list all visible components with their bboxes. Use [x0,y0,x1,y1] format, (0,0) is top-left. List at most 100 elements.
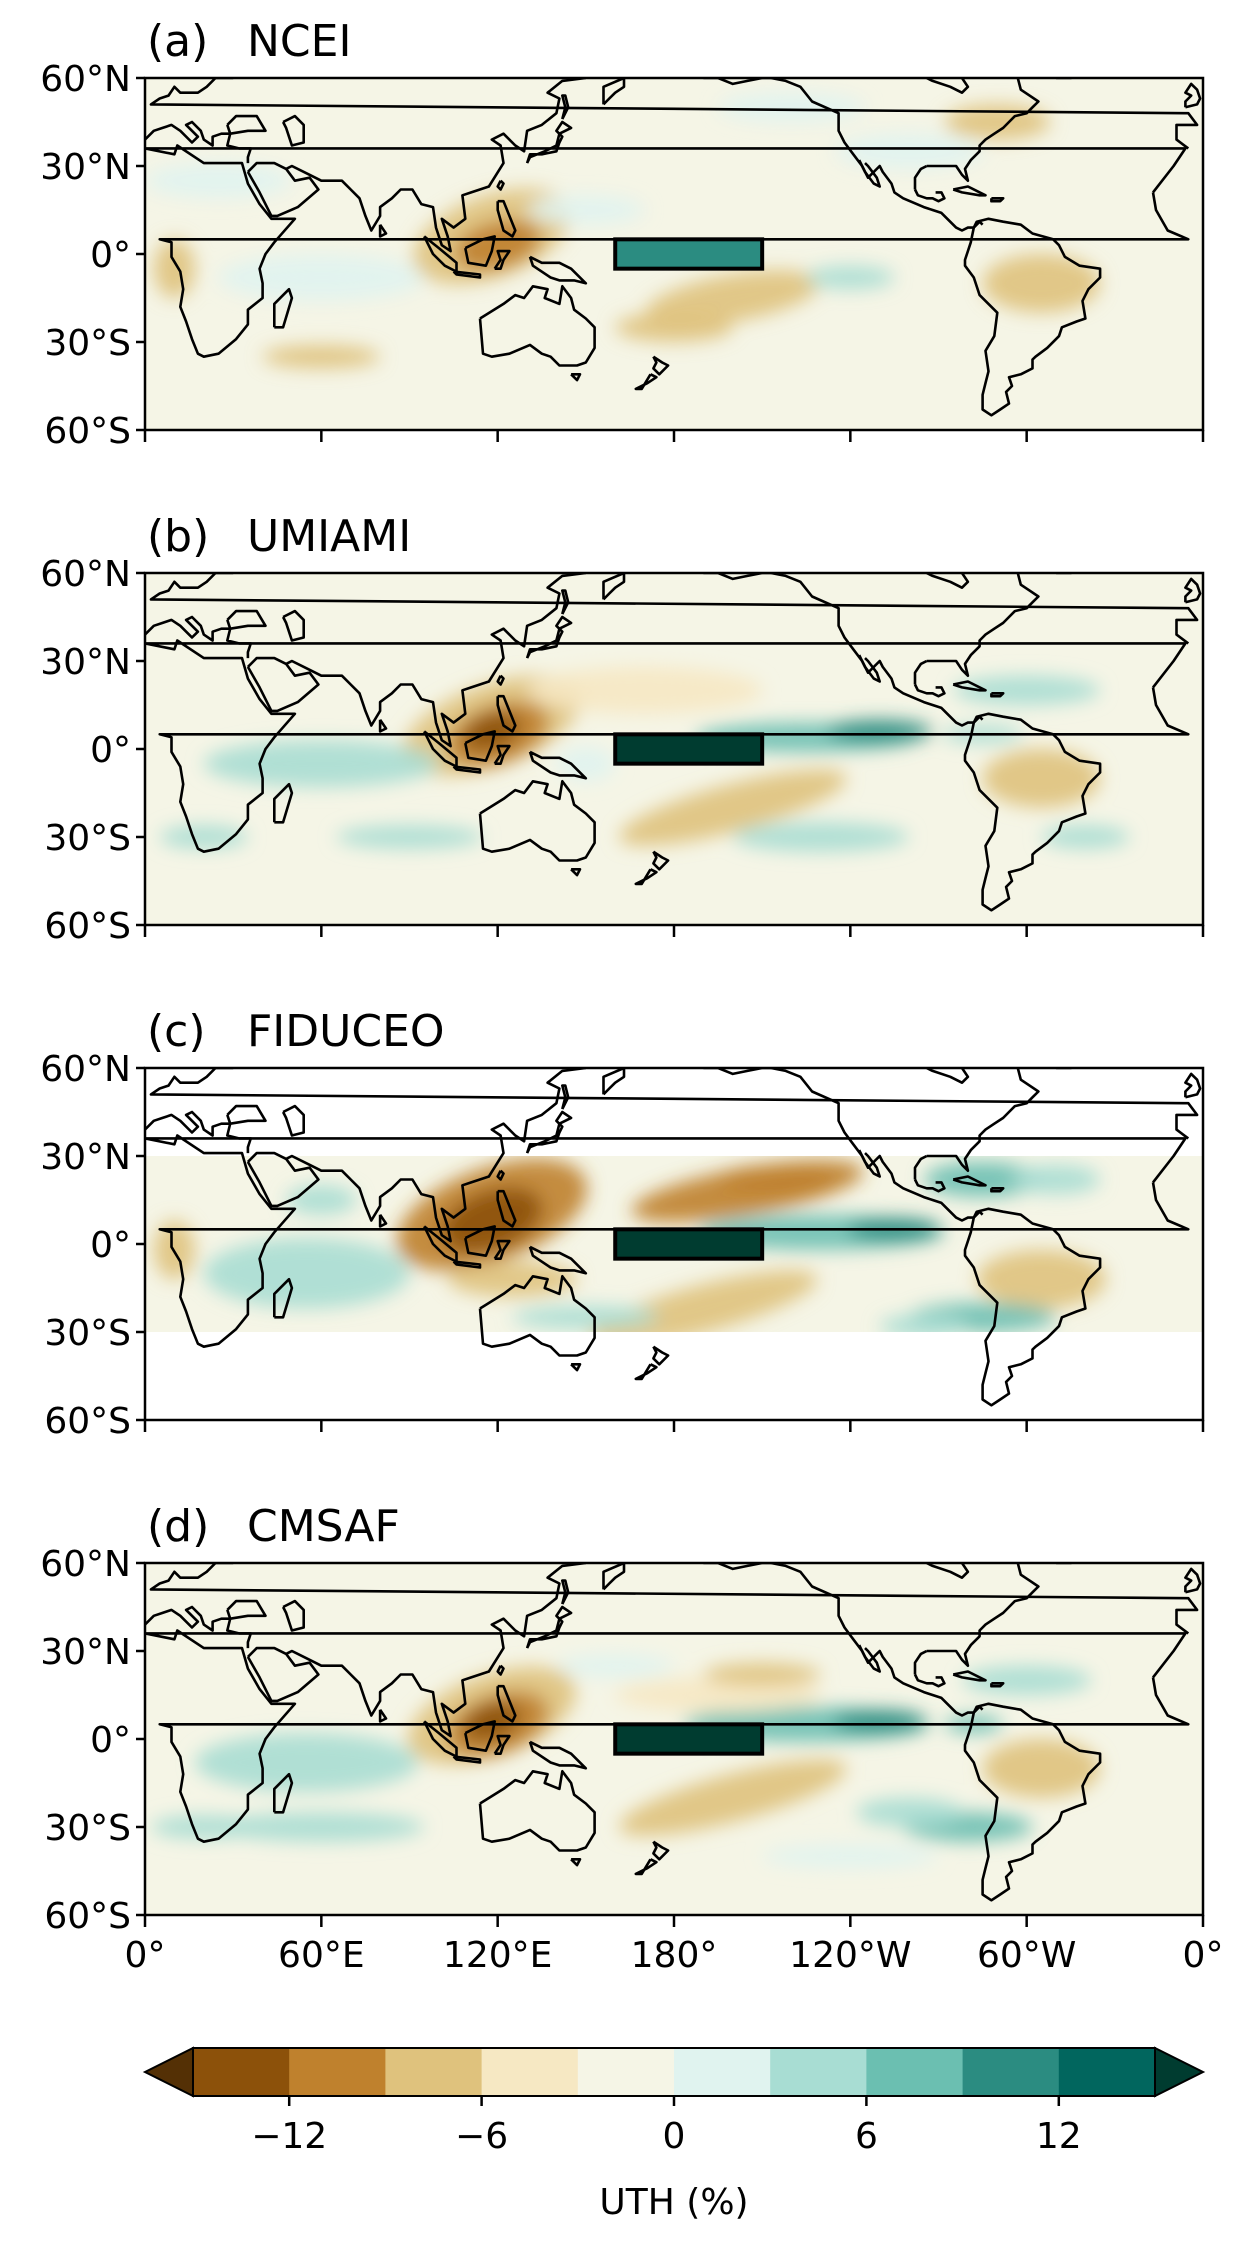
lon-tick-label: 60°W [977,1935,1076,1976]
coastline-kamchatka [602,1563,626,1591]
axis-ticks: 60°N 30°N 0° 30°S 60°S [40,554,1205,947]
anomaly-patch [832,1709,927,1734]
coastline-iceland [1138,60,1159,66]
anomaly-patch [203,740,439,788]
map-panel-umiami: (b) UMIAMI 60°N 30°N 0° 30°S 60°S [40,511,1205,947]
coastline-iceland [1138,555,1159,561]
coastline-taiwan [496,1169,505,1181]
lat-tick-label: 60°S [44,411,131,452]
anomaly-patch [718,1164,836,1195]
coastline-asia [285,573,586,748]
coastline-south_america [963,217,1102,417]
coastline-arabia [246,1646,320,1703]
coastline-australia [478,1275,596,1357]
anomaly-patch [826,719,933,744]
nino-region-box [613,1722,765,1756]
coastline-blacksea [226,1599,267,1621]
lat-tick-label: 60°S [44,1401,131,1442]
coastline-nz_s [634,373,658,391]
colorbar-segment [577,2048,675,2096]
coastline-baja [858,1149,882,1178]
box-anomaly [615,1229,763,1259]
anomaly-patch [982,749,1101,808]
panel-title: NCEI [247,16,351,67]
panel-letter: (d) [147,1501,209,1552]
coastline-asia [285,78,586,253]
box-anomaly [615,1724,763,1754]
coastline-tasmania [570,1857,582,1867]
coastline-south_america [963,712,1102,912]
lat-tick-label: 0° [90,1720,131,1761]
coastline-sulawesi [493,744,511,765]
lat-tick-label: 30°N [40,642,131,683]
coastline-java [452,270,482,279]
lat-tick-label: 60°S [44,1896,131,1937]
coastline-gulfmex [913,164,928,190]
coastline-tasmania [570,372,582,382]
coastline-baja [858,159,882,188]
coastline-nz_n [652,850,670,871]
coastline-cuba [952,680,987,692]
axis-ticks: 60°N30°N0°30°S60°S0° 60°E 120°E 180° 120°W 60… [40,1544,1223,1976]
coastline-uk [1184,1567,1202,1594]
anomaly-patch [218,254,425,301]
coastline-australia [478,780,596,862]
lat-tick-label: 30°S [44,323,131,364]
coastline-africa [145,639,1190,854]
coastline-nz_n [652,355,670,376]
coastline-asia [285,1563,586,1738]
coastline-newguinea [528,750,588,780]
coastline-srilanka [378,223,388,238]
coastline-borneo [464,730,497,762]
anomaly-patch [806,265,895,290]
map-panel-fiduceo: (c) FIDUCEO 60°N 30°N 0° 30°S 60°S [40,1006,1205,1442]
coastline-newguinea [528,255,588,285]
coastline-baja [858,654,882,683]
coastline-yucatan [913,1673,946,1688]
colorbar: −12 −6 0 6 12 UTH (%) [142,2046,1206,2223]
anomaly-patch [194,1733,419,1792]
coastline-na_east [926,573,1040,677]
coastline-arabia [246,161,320,218]
coastline-med [145,615,253,659]
lat-tick-label: 0° [90,730,131,771]
coastline-caspian [281,1104,305,1137]
coastline-iceland [1138,1050,1159,1056]
colorbar-under-triangle [142,2046,194,2098]
coastline-uk [1184,1072,1202,1099]
coastline-sulawesi [493,1239,511,1260]
anomaly-patch [527,666,763,714]
coastline-asia [285,1068,586,1243]
coastline-taiwan [496,674,505,686]
lat-tick-label: 30°S [44,1313,131,1354]
colorbar-tick-label: 12 [1036,2116,1082,2157]
anomaly-patch [645,270,820,326]
coastline-europe [149,573,1199,645]
coastline-uk [1184,577,1202,604]
coastline-japan [525,120,573,164]
coastline-madagascar [273,1772,294,1814]
lat-tick-label: 0° [90,235,131,276]
coastline-java [452,1755,482,1764]
colorbar-segment [289,2048,386,2096]
coastline-yucatan [913,683,946,698]
coastline-cuba [952,1175,987,1187]
coastline-baja [858,1644,882,1673]
coastlines [145,555,1202,912]
anomaly-patch [703,1662,821,1687]
coastline-caspian [281,1599,305,1632]
colorbar-segment [193,2048,290,2096]
anomaly-patch [556,746,616,782]
lat-tick-label: 30°N [40,1137,131,1178]
panel-title: FIDUCEO [247,1006,445,1057]
coastline-gulfmex [913,1154,928,1180]
anomaly-patch [615,1677,821,1713]
colorbar-segment [866,2048,964,2096]
lon-tick-label: 180° [631,1935,718,1976]
lat-tick-label: 30°N [40,147,131,188]
lat-tick-label: 30°S [44,818,131,859]
anomaly-patch [218,1812,425,1842]
coastline-south_america [963,1207,1102,1407]
coastline-hudson [926,78,970,94]
